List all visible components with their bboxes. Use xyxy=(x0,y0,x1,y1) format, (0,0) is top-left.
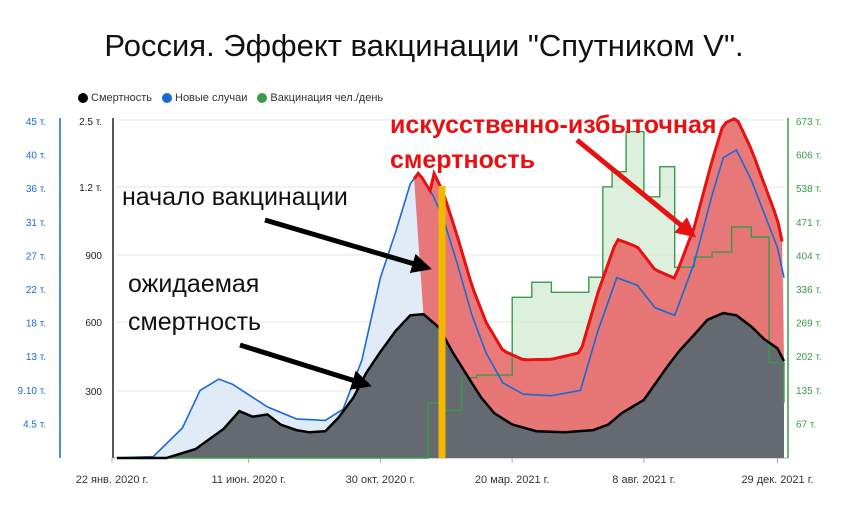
legend-label-cases: Новые случаи xyxy=(175,92,248,104)
tick-label-left-outer: 31 т. xyxy=(26,218,46,229)
arrow-vaccination-start xyxy=(264,217,432,274)
legend-item-vaccination[interactable]: Вакцинация чел./день xyxy=(257,92,383,104)
legend-dot-cases xyxy=(162,93,172,103)
legend-dot-vaccination xyxy=(257,93,268,103)
tick-label-x: 29 дек. 2021 г. xyxy=(741,474,813,486)
legend-label-mortality: Смертность xyxy=(91,92,152,104)
tick-label-left-outer: 27 т. xyxy=(26,251,46,262)
annotation-expected-line2: смертность xyxy=(128,308,262,336)
legend-dot-mortality xyxy=(78,93,88,103)
tick-label-x: 11 июн. 2020 г. xyxy=(212,474,286,486)
mortality-line xyxy=(117,311,786,460)
tick-label-right: 404 т. xyxy=(796,251,822,262)
annotation-vaccination-start: начало вакцинации xyxy=(122,183,348,211)
tick-label-right: 606 т. xyxy=(796,151,822,162)
arrow-expected-mortality xyxy=(239,342,372,390)
tick-label-left-inner: 300 xyxy=(85,387,102,398)
tick-label-x: 20 мар. 2021 г. xyxy=(475,474,549,486)
annotation-expected-line1: ожидаемая xyxy=(128,270,260,298)
tick-label-left-outer: 9.10 т. xyxy=(18,386,47,397)
legend: Смертность Новые случаи Вакцинация чел./… xyxy=(78,92,383,104)
tick-label-left-inner: 900 xyxy=(85,251,102,262)
tick-label-right: 135 т. xyxy=(796,386,822,397)
tick-label-x: 30 окт. 2020 г. xyxy=(346,474,416,486)
annotation-excess-line1: искусственно-избыточная xyxy=(390,111,717,139)
tick-label-x: 22 янв. 2020 г. xyxy=(76,474,149,486)
tick-label-x: 8 авг. 2021 г. xyxy=(612,474,675,486)
tick-label-left-outer: 13 т. xyxy=(26,352,46,363)
cases-line xyxy=(116,148,785,459)
chart-marks xyxy=(116,117,786,460)
tick-label-left-outer: 18 т. xyxy=(26,319,46,330)
tick-label-left-outer: 4.5 т. xyxy=(23,419,46,430)
legend-item-mortality[interactable]: Смертность xyxy=(78,92,152,104)
legend-item-cases[interactable]: Новые случаи xyxy=(162,92,247,104)
chart-title: Россия. Эффект вакцинации "Спутником V". xyxy=(104,28,744,63)
excess-mortality-area xyxy=(414,118,784,433)
tick-label-right: 202 т. xyxy=(796,352,822,363)
mortality-area xyxy=(117,313,784,458)
tick-label-right: 673 т. xyxy=(796,117,822,128)
tick-label-right: 471 т. xyxy=(796,218,822,229)
tick-label-left-outer: 36 т. xyxy=(26,184,46,195)
tick-label-left-inner: 2.5 т. xyxy=(79,117,102,128)
tick-label-left-outer: 22 т. xyxy=(26,285,46,296)
tick-label-left-outer: 45 т. xyxy=(26,117,46,128)
tick-label-right: 67 т. xyxy=(796,419,816,430)
excess-mortality-line xyxy=(412,117,784,362)
tick-label-right: 336 т. xyxy=(796,285,822,296)
tick-label-right: 538 т. xyxy=(796,184,822,195)
vaccination-line xyxy=(117,130,785,459)
tick-label-left-inner: 600 xyxy=(85,318,102,329)
arrow-excess-mortality xyxy=(575,138,697,238)
annotation-overlay xyxy=(239,138,697,458)
legend-label-vaccination: Вакцинация чел./день xyxy=(270,92,384,104)
annotation-excess-line2: смертность xyxy=(390,146,536,174)
tick-label-right: 269 т. xyxy=(796,319,822,330)
tick-label-left-inner: 1.2 т. xyxy=(79,183,102,194)
tick-label-left-outer: 40 т. xyxy=(26,151,46,162)
